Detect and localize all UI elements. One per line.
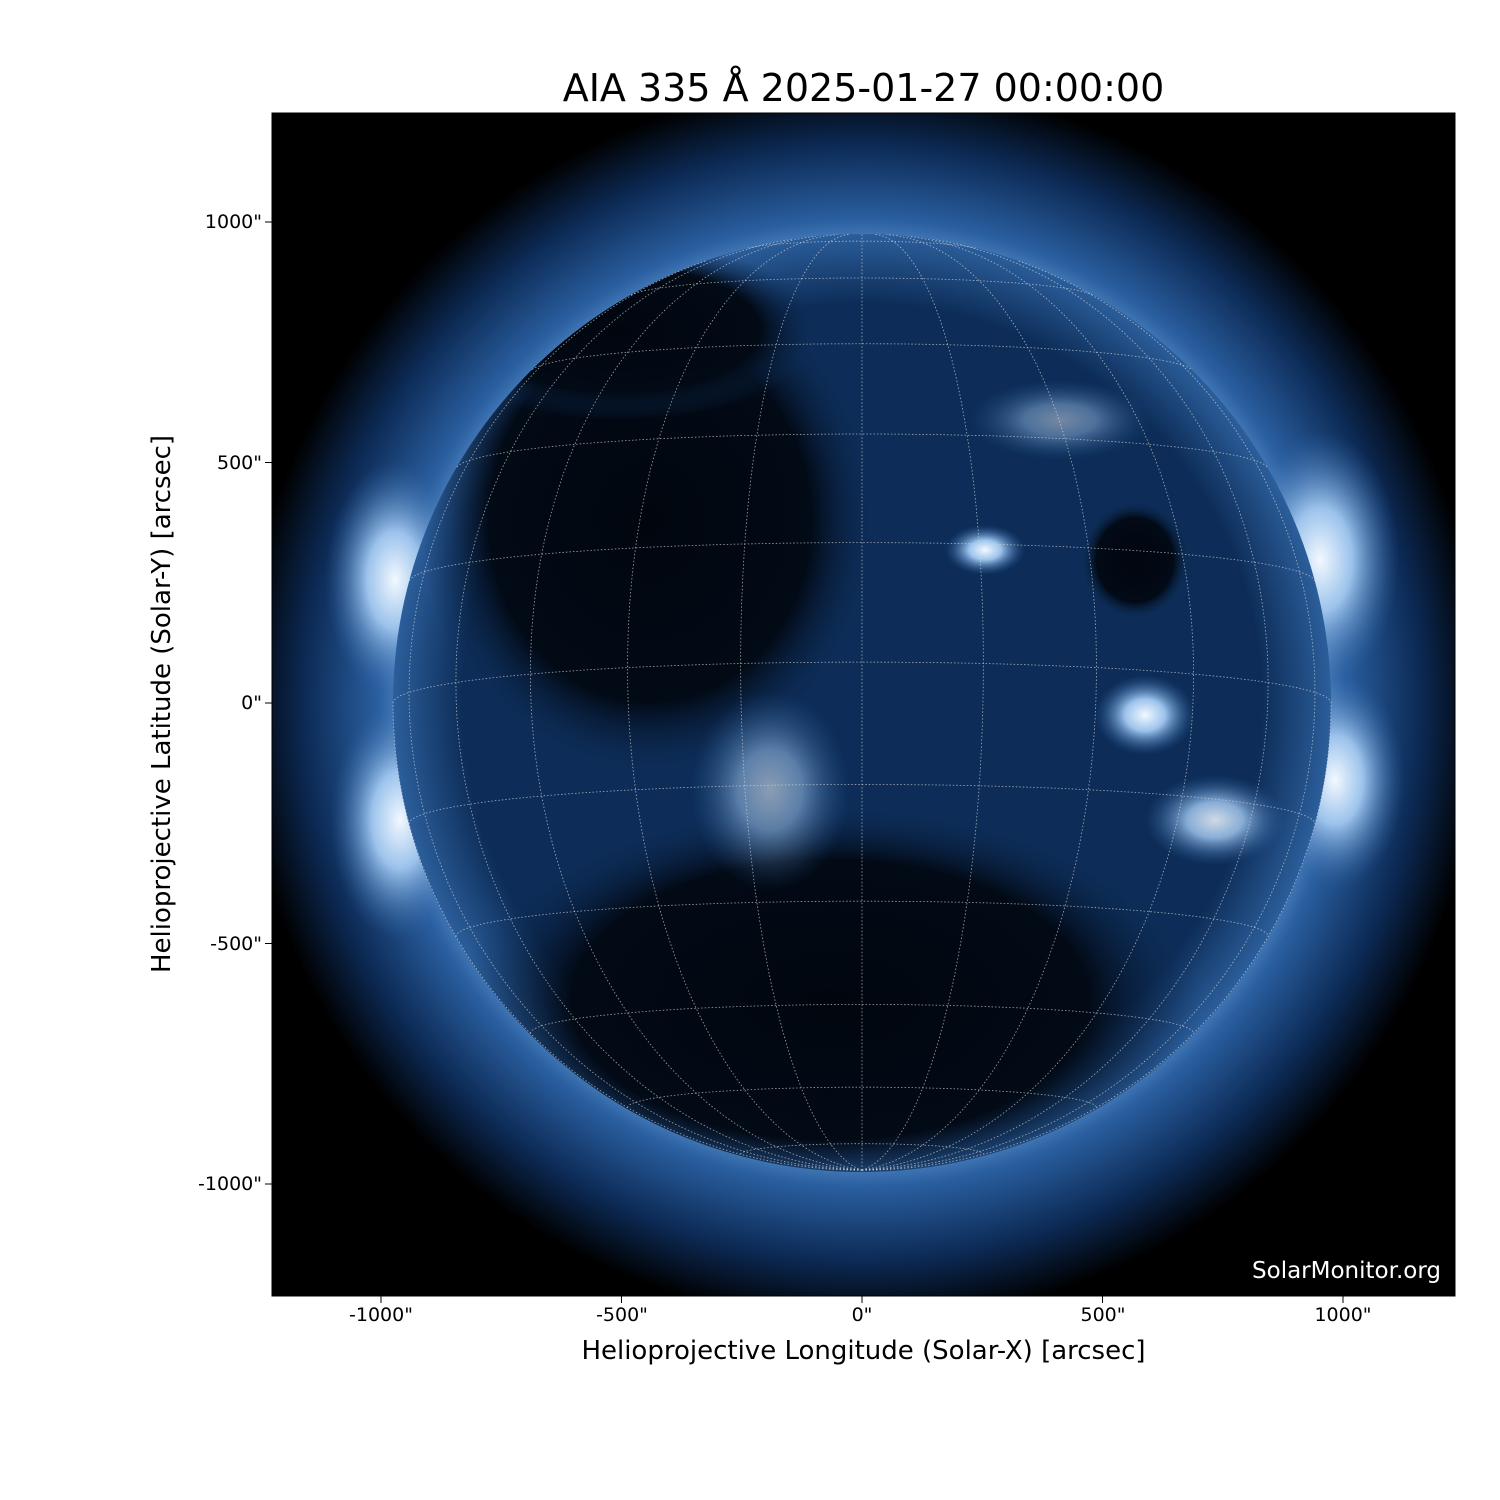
y-tick-label: 1000" — [204, 211, 262, 233]
x-tick-label: -500" — [596, 1304, 648, 1326]
plot-title: AIA 335 Å 2025-01-27 00:00:00 — [562, 66, 1165, 110]
longitude-line — [392, 702, 863, 1171]
image-area: SolarMonitor.org — [272, 113, 1455, 1296]
latitude-line — [740, 1143, 984, 1155]
tick-marks — [265, 221, 1344, 1303]
y-tick-label: -1000" — [198, 1173, 262, 1195]
watermark: SolarMonitor.org — [1252, 1258, 1441, 1284]
y-tick-label: -500" — [210, 933, 262, 955]
heliographic-grid — [392, 233, 1332, 1171]
x-tick-label: 500" — [1080, 1304, 1126, 1326]
y-axis-label: Helioprojective Latitude (Solar-Y) [arcs… — [147, 434, 177, 974]
x-tick-label: 1000" — [1314, 1304, 1372, 1326]
longitude-line — [861, 233, 984, 1171]
x-tick-label: -1000" — [349, 1304, 413, 1326]
latitude-line — [630, 277, 1094, 296]
x-axis-label: Helioprojective Longitude (Solar-X) [arc… — [581, 1336, 1146, 1366]
x-tick-label: 0" — [851, 1304, 873, 1326]
latitude-line — [531, 343, 1193, 370]
axes-frame — [271, 112, 1456, 1297]
disk-features — [420, 240, 1285, 1172]
longitude-line — [861, 702, 1332, 1171]
latitude-line — [408, 542, 1316, 581]
latitude-line — [530, 1004, 1194, 1034]
longitude-line — [529, 235, 863, 1171]
y-tick-label: 500" — [216, 452, 262, 474]
latitude-line — [455, 900, 1269, 937]
longitude-line — [740, 233, 863, 1171]
longitude-line — [861, 235, 1195, 1171]
y-tick-label: 0" — [241, 692, 262, 714]
